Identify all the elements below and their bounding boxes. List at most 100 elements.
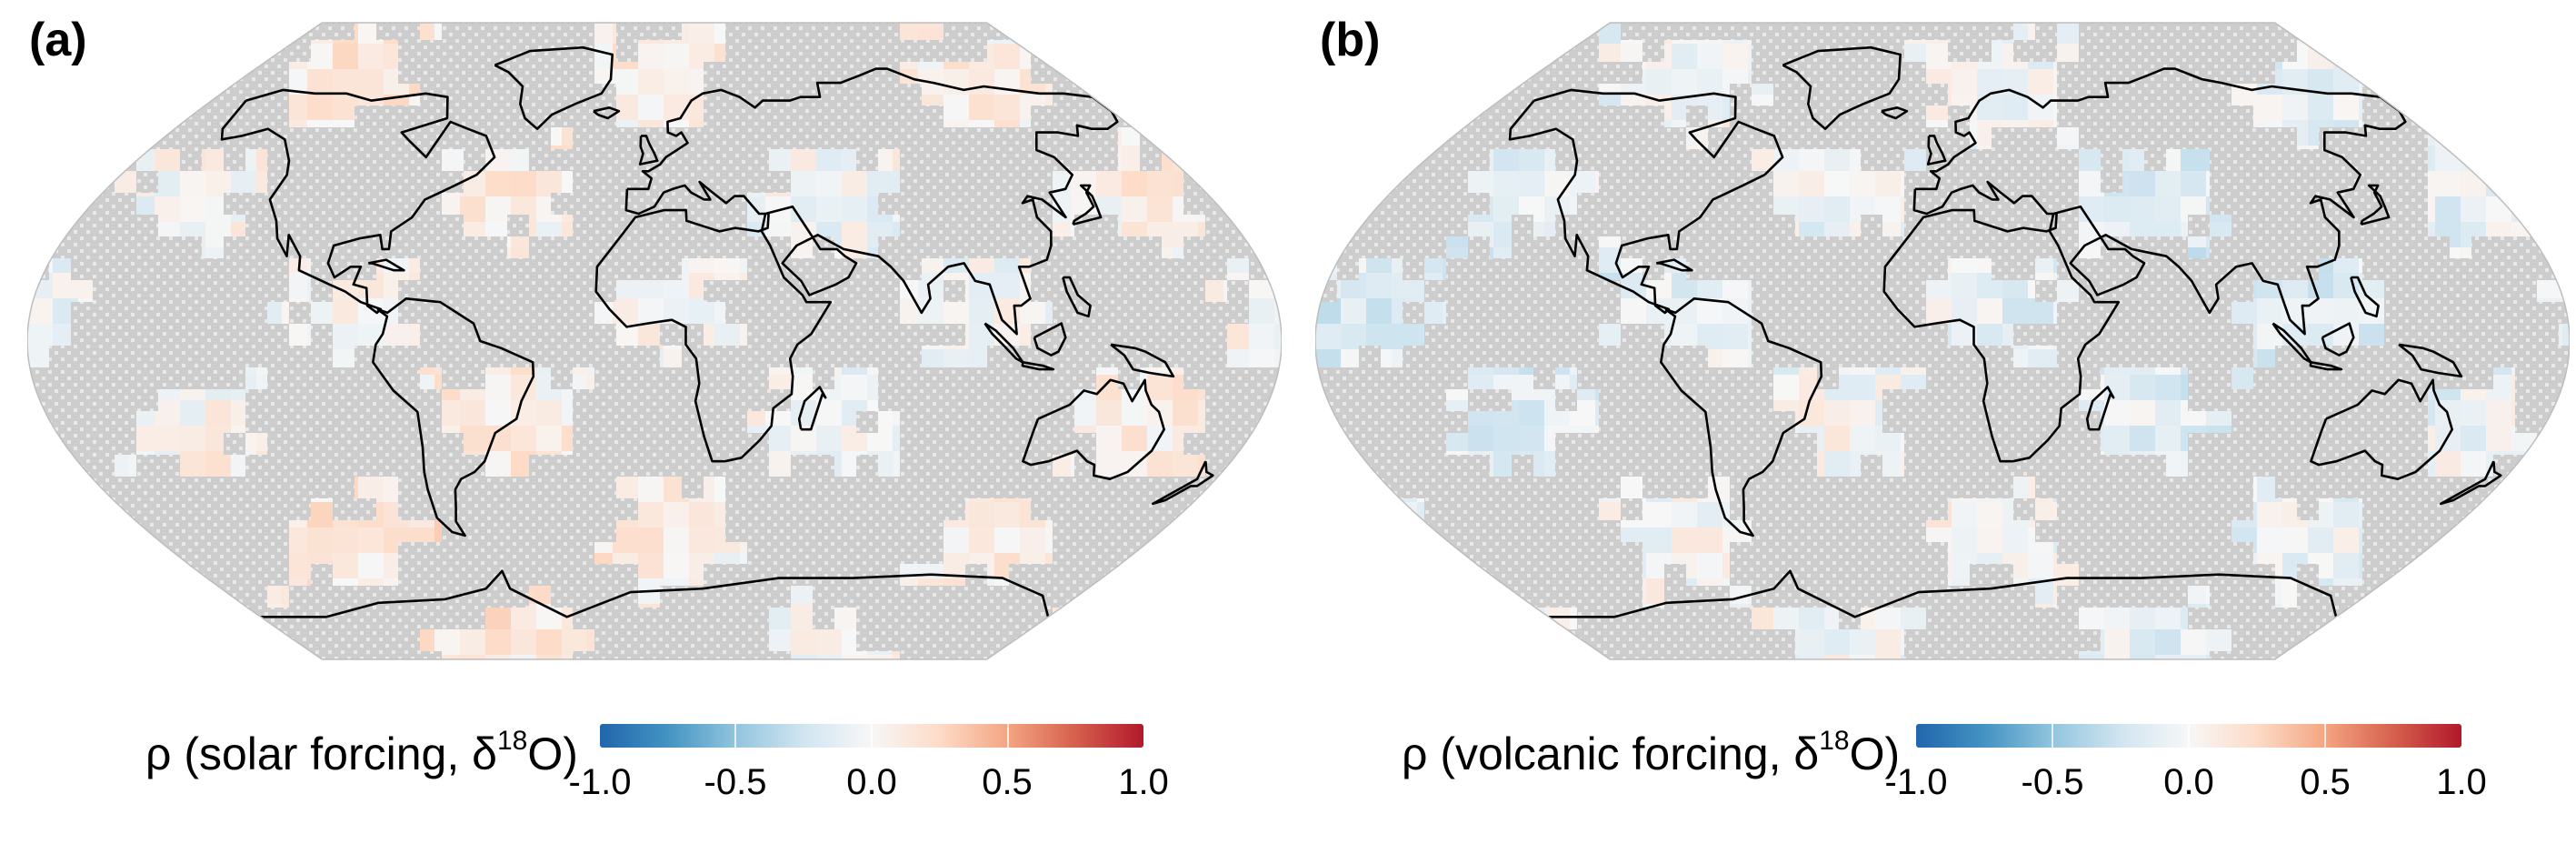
panel-b-stipple-block [2428, 542, 2450, 564]
panel-b-field-cell [2384, 629, 2410, 655]
panel-b-field-cell [1417, 120, 1443, 146]
panel-a-field-cell [1249, 477, 1274, 502]
panel-a-stipple-block [551, 520, 573, 542]
panel-a-stipple-block [1031, 498, 1053, 520]
panel-b-stipple-block [2559, 215, 2570, 236]
panel-b-stipple-block [1817, 498, 1839, 520]
panel-b-stipple-block [1315, 433, 1337, 455]
panel-b-stipple-block [2428, 520, 2450, 542]
panel-b-field-cell [2562, 146, 2570, 171]
panel-a-stipple-block [791, 105, 813, 127]
panel-a-field-cell [867, 171, 893, 196]
panel-b-stipple-block [1381, 433, 1403, 455]
panel-a-field-cell [816, 426, 842, 451]
panel-b-stipple-block [1599, 62, 1621, 84]
panel-b-stipple-block [1926, 84, 1948, 105]
panel-b-stipple-block [1904, 498, 1926, 520]
panel-a-field-cell [129, 578, 155, 604]
panel-a-stipple-block [1118, 280, 1140, 302]
panel-a-field-cell [460, 171, 485, 196]
panel-b-stipple-block [2515, 498, 2537, 520]
panel-a-stipple-block [398, 40, 420, 62]
panel-a-stipple-block [93, 586, 115, 608]
panel-a-stipple-block [224, 477, 245, 498]
panel-b-stipple-block [2188, 280, 2210, 302]
panel-b-stipple-block [1686, 477, 1708, 498]
panel-b-stipple-block [1599, 105, 1621, 127]
panel-a-stipple-block [464, 84, 485, 105]
panel-a-coastline [1033, 322, 1067, 357]
panel-a-stipple-block [573, 455, 594, 477]
panel-b-stipple-block [1446, 84, 1468, 105]
panel-a-stipple-block [1183, 324, 1205, 346]
panel-a-field-cell [53, 527, 78, 553]
panel-b-stipple-block [2384, 171, 2406, 193]
panel-a-stipple-block [1031, 280, 1053, 302]
panel-a-stipple-block [49, 23, 71, 40]
panel-b-stipple-block [2341, 23, 2362, 40]
panel-b-field-cell [2410, 578, 2435, 604]
panel-b-field-cell [2308, 324, 2333, 349]
panel-a-stipple-block [900, 520, 922, 542]
panel-b-stipple-block [1773, 542, 1795, 564]
panel-b-stipple-block [1381, 149, 1403, 171]
panel-a-stipple-block [442, 84, 464, 105]
panel-b-stipple-block [2188, 542, 2210, 564]
panel-a-stipple-block [224, 542, 245, 564]
panel-a-stipple-block [922, 389, 944, 411]
panel-a-stipple-block [1183, 62, 1205, 84]
panel-b-stipple-block [1315, 280, 1337, 302]
panel-b-stipple-block [2232, 346, 2253, 367]
panel-a-stipple-block [1249, 389, 1271, 411]
panel-b-stipple-block [1468, 302, 1490, 324]
panel-b-stipple-block [1708, 258, 1730, 280]
panel-b-stipple-block [1577, 193, 1599, 215]
panel-b-field-cell [2562, 426, 2570, 451]
panel-b-stipple-block [2232, 411, 2253, 433]
panel-b-stipple-block [2515, 346, 2537, 367]
panel-a-stipple-block [704, 455, 725, 477]
panel-a-stipple-block [1271, 498, 1282, 520]
panel-a-stipple-block [944, 236, 965, 258]
panel-b-stipple-block [1904, 258, 1926, 280]
panel-b-stipple-block [1337, 236, 1359, 258]
panel-b-stipple-block [1337, 23, 1359, 40]
panel-b-field-cell [1824, 171, 1850, 196]
panel-a-stipple-block [747, 389, 769, 411]
panel-a-stipple-block [1074, 651, 1096, 659]
panel-a-stipple-block [965, 40, 987, 62]
panel-a-field-cell [638, 553, 664, 578]
panel-a-stipple-block [1140, 302, 1162, 324]
panel-a-stipple-block [1074, 236, 1096, 258]
panel-b-stipple-block [2188, 215, 2210, 236]
panel-b-stipple-block [1577, 520, 1599, 542]
panel-a-stipple-block [551, 105, 573, 127]
panel-a-field-cell [155, 553, 180, 578]
panel-a-stipple-block [1183, 346, 1205, 367]
panel-a-field-cell [1249, 222, 1274, 247]
panel-b-field-cell [1341, 69, 1366, 95]
panel-b-stipple-block [2384, 324, 2406, 346]
panel-a-stipple-block [180, 84, 202, 105]
panel-b-field-cell [2537, 553, 2562, 578]
panel-a-stipple-block [573, 105, 594, 127]
panel-a-stipple-block [442, 542, 464, 564]
panel-a-stipple-block [1249, 105, 1271, 127]
panel-a-stipple-block [704, 127, 725, 149]
panel-b-field-cell [2461, 23, 2486, 44]
panel-a-stipple-block [1096, 62, 1118, 84]
panel-b-stipple-block [1468, 477, 1490, 498]
panel-b-stipple-block [2493, 302, 2515, 324]
panel-b-field-cell [1341, 196, 1366, 222]
panel-a-stipple-block [158, 477, 180, 498]
panel-a-stipple-block [944, 367, 965, 389]
panel-b-field-cell [2537, 477, 2562, 502]
panel-a-stipple-block [878, 84, 900, 105]
panel-b-stipple-block [1381, 127, 1403, 149]
panel-a-stipple-block [856, 564, 878, 586]
panel-b-field-cell [1773, 604, 1799, 629]
panel-a-field-cell [613, 527, 638, 553]
panel-a-stipple-block [529, 280, 551, 302]
panel-b-stipple-block [1926, 258, 1948, 280]
panel-b-stipple-block [2232, 215, 2253, 236]
